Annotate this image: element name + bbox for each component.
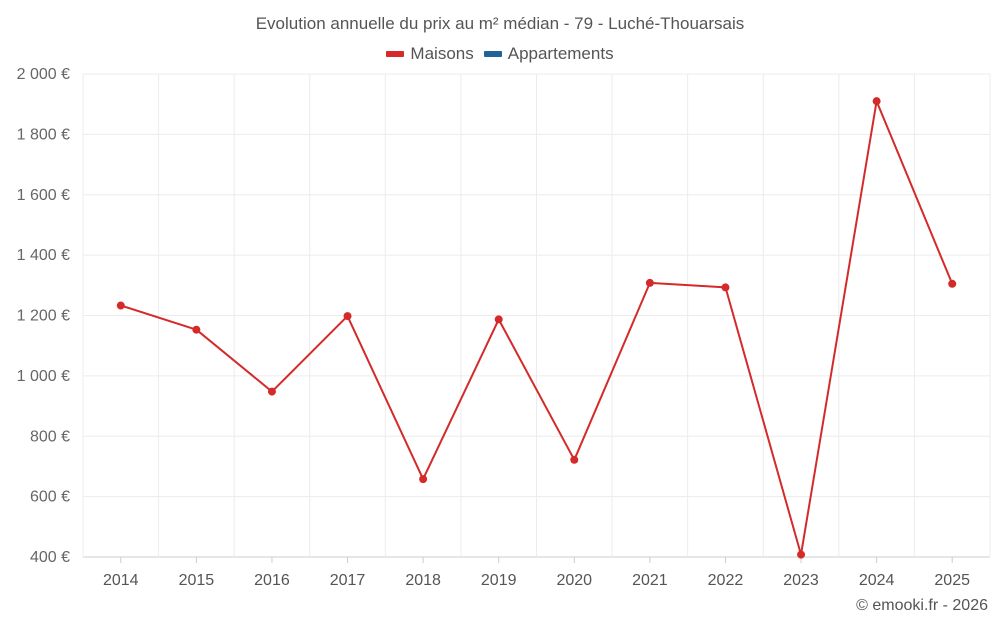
- chart-legend: Maisons Appartements: [0, 44, 1000, 64]
- data-point-2025: [948, 279, 957, 288]
- data-point-2015: [192, 325, 201, 334]
- y-tick-label: 1 800 €: [17, 126, 70, 143]
- x-tick-label: 2025: [934, 572, 970, 589]
- x-tick-label: 2019: [481, 572, 517, 589]
- data-point-2020: [570, 455, 579, 464]
- y-tick-label: 2 000 €: [17, 66, 70, 83]
- x-tick-label: 2014: [103, 572, 139, 589]
- x-tick-label: 2018: [405, 572, 441, 589]
- y-tick-label: 400 €: [30, 549, 70, 566]
- x-tick-label: 2020: [556, 572, 592, 589]
- chart-title: Evolution annuelle du prix au m² médian …: [255, 14, 745, 33]
- data-point-2017: [343, 312, 352, 321]
- legend-item-appartements[interactable]: Appartements: [483, 44, 614, 64]
- legend-label-appartements: Appartements: [507, 44, 614, 63]
- x-tick-label: 2024: [859, 572, 895, 589]
- x-tick-label: 2021: [632, 572, 668, 589]
- x-tick-label: 2023: [783, 572, 819, 589]
- y-tick-label: 1 600 €: [17, 187, 70, 204]
- data-point-2023: [797, 550, 806, 559]
- data-point-2021: [645, 278, 654, 287]
- legend-item-maisons[interactable]: Maisons: [386, 44, 474, 64]
- y-tick-label: 800 €: [30, 428, 70, 445]
- data-point-2024: [872, 97, 881, 106]
- y-tick-label: 1 000 €: [17, 368, 70, 385]
- legend-swatch-appartements: [483, 51, 502, 57]
- data-point-2019: [494, 315, 503, 324]
- y-tick-label: 1 200 €: [17, 308, 70, 325]
- y-tick-label: 1 400 €: [17, 247, 70, 264]
- data-point-2018: [419, 475, 428, 484]
- series-line-maisons: [120, 100, 954, 556]
- y-tick-label: 600 €: [30, 489, 70, 506]
- x-tick-label: 2017: [330, 572, 366, 589]
- credit-text: © emooki.fr - 2026: [856, 597, 988, 614]
- data-point-2022: [721, 283, 730, 292]
- x-tick-label: 2015: [179, 572, 215, 589]
- x-tick-label: 2016: [254, 572, 290, 589]
- data-point-2014: [116, 301, 125, 310]
- data-point-2016: [267, 387, 276, 396]
- x-tick-label: 2022: [708, 572, 744, 589]
- legend-label-maisons: Maisons: [410, 44, 474, 63]
- legend-swatch-maisons: [386, 51, 405, 57]
